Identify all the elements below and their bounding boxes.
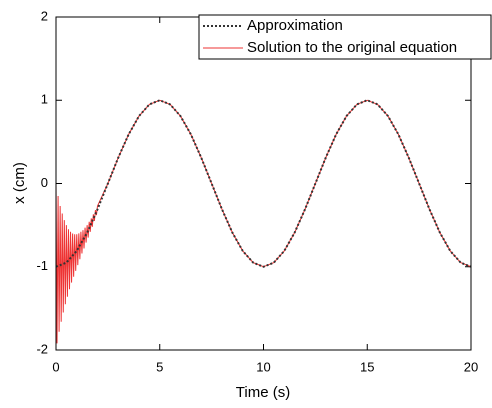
x-tick-label: 0: [52, 359, 59, 374]
y-axis-title: x (cm): [11, 162, 28, 204]
x-tick-label: 15: [360, 359, 374, 374]
series-line: [55, 99, 472, 344]
y-tick-label: 1: [41, 92, 48, 107]
y-tick-label: 2: [41, 8, 48, 23]
plot-frame: [55, 16, 472, 351]
x-tick-label: 10: [256, 359, 270, 374]
legend-label: Solution to the original equation: [247, 39, 457, 56]
legend-box: [198, 14, 492, 60]
y-tick-label: -1: [36, 258, 48, 273]
x-tick-label: 20: [464, 359, 478, 374]
x-axis-title: Time (s): [236, 384, 290, 401]
legend-label: Approximation: [247, 17, 343, 34]
y-tick-label: 0: [41, 175, 48, 190]
x-tick-label: 5: [156, 359, 163, 374]
series-line: [55, 99, 472, 268]
y-tick-label: -2: [36, 341, 48, 356]
